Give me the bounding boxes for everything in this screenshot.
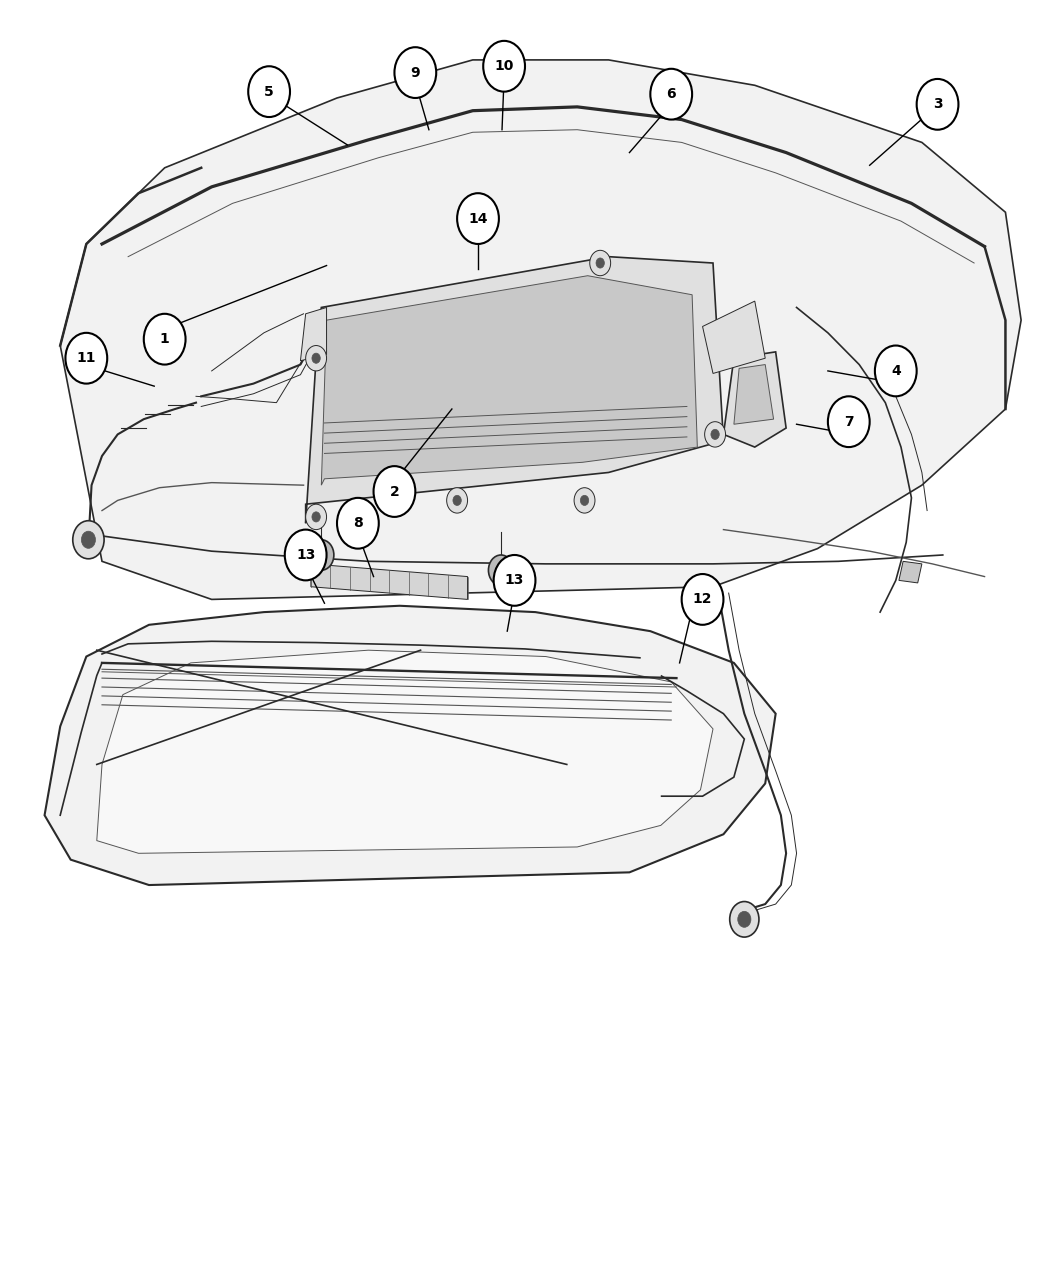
Circle shape: [309, 539, 334, 570]
Text: 1: 1: [160, 333, 169, 347]
Circle shape: [337, 497, 379, 548]
Circle shape: [681, 574, 723, 625]
Circle shape: [574, 488, 595, 513]
Text: 11: 11: [77, 351, 97, 365]
Circle shape: [827, 397, 869, 448]
Text: 7: 7: [844, 414, 854, 428]
Text: 8: 8: [353, 516, 362, 530]
Circle shape: [306, 346, 327, 371]
Circle shape: [453, 495, 461, 505]
Circle shape: [917, 79, 959, 130]
Text: 14: 14: [468, 212, 488, 226]
Polygon shape: [321, 275, 697, 486]
Text: 13: 13: [296, 548, 315, 562]
Text: 12: 12: [693, 593, 712, 607]
Circle shape: [457, 194, 499, 244]
Text: 9: 9: [411, 65, 420, 79]
Circle shape: [875, 346, 917, 397]
Polygon shape: [306, 256, 723, 523]
Polygon shape: [300, 307, 327, 361]
Circle shape: [316, 548, 327, 561]
Text: 6: 6: [667, 87, 676, 101]
Text: 4: 4: [890, 363, 901, 377]
Circle shape: [81, 532, 96, 548]
Circle shape: [248, 66, 290, 117]
Circle shape: [705, 422, 726, 448]
Circle shape: [72, 520, 104, 558]
Circle shape: [590, 250, 611, 275]
Polygon shape: [60, 60, 1021, 599]
Circle shape: [581, 495, 589, 505]
Circle shape: [488, 555, 513, 585]
Circle shape: [496, 564, 506, 576]
Polygon shape: [702, 301, 765, 374]
Text: 10: 10: [495, 59, 513, 73]
Circle shape: [738, 912, 751, 927]
Circle shape: [446, 488, 467, 513]
Circle shape: [395, 47, 436, 98]
Circle shape: [285, 529, 327, 580]
Polygon shape: [723, 352, 786, 448]
Circle shape: [306, 504, 327, 529]
Circle shape: [596, 258, 605, 268]
Circle shape: [374, 467, 416, 516]
Polygon shape: [899, 561, 922, 583]
Circle shape: [650, 69, 692, 120]
Text: 13: 13: [505, 574, 524, 588]
Circle shape: [312, 353, 320, 363]
Circle shape: [494, 555, 536, 606]
Circle shape: [312, 511, 320, 521]
Circle shape: [144, 314, 186, 365]
Polygon shape: [311, 564, 467, 599]
Polygon shape: [97, 650, 713, 853]
Text: 3: 3: [932, 97, 942, 111]
Text: 5: 5: [265, 84, 274, 98]
Circle shape: [483, 41, 525, 92]
Text: 2: 2: [390, 484, 399, 499]
Circle shape: [65, 333, 107, 384]
Polygon shape: [44, 606, 776, 885]
Circle shape: [730, 901, 759, 937]
Circle shape: [711, 430, 719, 440]
Polygon shape: [734, 365, 774, 425]
